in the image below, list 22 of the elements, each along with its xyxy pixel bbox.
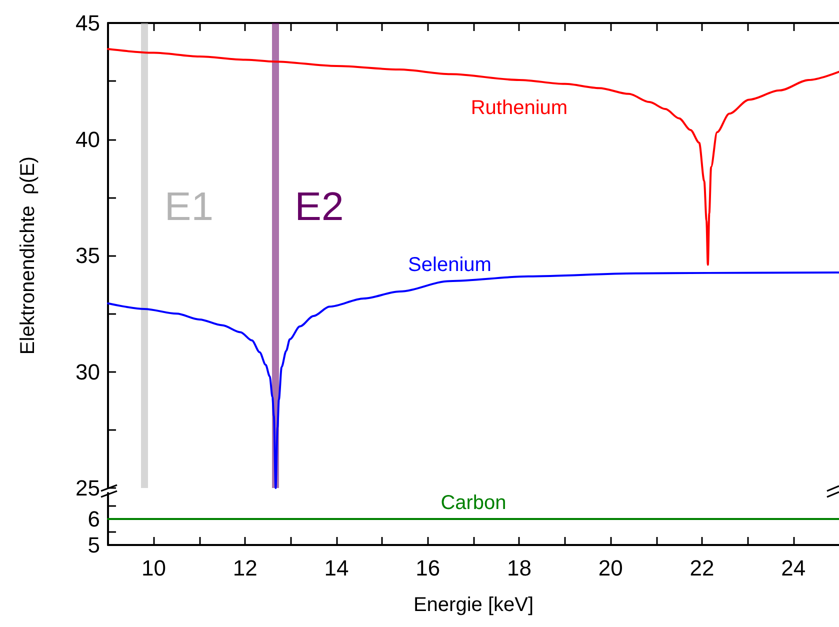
x-tick-label: 10 [141,556,166,580]
series-label: Selenium [408,254,492,276]
x-tick-label: 22 [690,556,714,580]
y-tick-label: 40 [76,126,100,152]
series-label: Carbon [440,492,506,514]
x-tick-label: 12 [232,556,258,580]
y-tick-label: 35 [76,243,100,268]
x-tick-label: 18 [506,556,532,580]
y-tick-label: 45 [76,10,100,36]
series-label: Ruthenium [470,96,568,119]
x-tick-label: 20 [598,556,623,580]
y-tick-label: 6 [88,506,100,532]
x-axis-title: Energie [keV] [413,594,534,616]
x-tick-label: 14 [324,556,349,580]
ref-line-label: E1 [164,185,214,229]
y-tick-label: 30 [76,359,100,384]
x-tick-label: 24 [781,556,806,580]
y-tick-label: 25 [76,476,100,500]
y-tick-label: 5 [88,532,100,558]
ref-line-label: E2 [294,185,344,229]
x-tick-label: 16 [416,556,440,580]
y-axis-title: Elektronendichte ρ(E) [17,156,39,355]
